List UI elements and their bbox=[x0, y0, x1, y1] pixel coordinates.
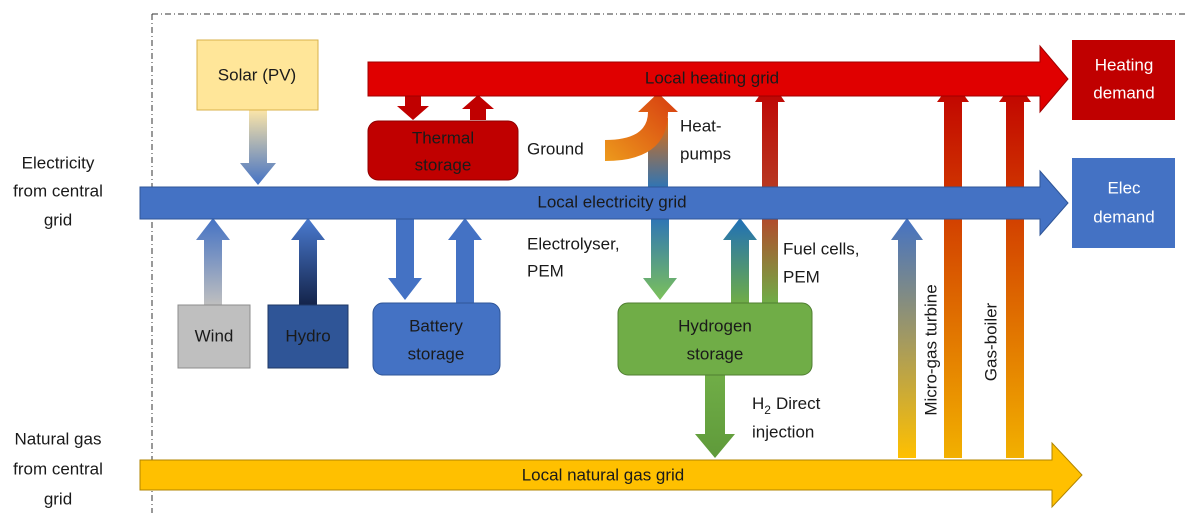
electricity-source-label: from central bbox=[13, 181, 103, 200]
electricity-grid-arrow bbox=[139, 169, 1069, 237]
natural-gas-grid-arrow bbox=[139, 441, 1083, 509]
solar-arrow bbox=[240, 110, 276, 185]
gas-boiler-arrow bbox=[999, 80, 1031, 458]
hydrogen-storage-label: storage bbox=[687, 344, 744, 363]
arrows bbox=[139, 44, 1083, 509]
thermal-storage-box bbox=[367, 120, 519, 181]
solar-label: Solar (PV) bbox=[218, 65, 296, 84]
gas-boiler-label: Gas-boiler bbox=[981, 302, 1000, 381]
heat-pump-arrow bbox=[605, 93, 678, 161]
electrolyser-label: Electrolyser, bbox=[527, 234, 620, 253]
battery-charge-arrow bbox=[388, 218, 422, 300]
wind-label: Wind bbox=[195, 326, 234, 345]
heating-grid-label: Local heating grid bbox=[645, 68, 779, 87]
heating-demand-label: Heating bbox=[1095, 55, 1154, 74]
electricity-grid-label: Local electricity grid bbox=[537, 192, 686, 211]
micro-gas-turbine-label: Micro-gas turbine bbox=[921, 284, 940, 415]
thermal-discharge-arrow bbox=[462, 95, 494, 120]
electrolyser-arrow bbox=[643, 218, 677, 300]
heat-pumps-label: Heat- bbox=[680, 116, 722, 135]
elec-demand-label: demand bbox=[1093, 207, 1154, 226]
thermal-storage-label: storage bbox=[415, 155, 472, 174]
natural-gas-source-label: grid bbox=[44, 489, 72, 508]
elec-demand-label: Elec bbox=[1107, 178, 1141, 197]
heating-demand-box bbox=[1072, 40, 1175, 120]
battery-discharge-arrow bbox=[448, 218, 482, 303]
h2-injection-arrow bbox=[695, 375, 735, 458]
electrolyser-label: PEM bbox=[527, 261, 564, 280]
natural-gas-source-label: from central bbox=[13, 459, 103, 478]
ground-label: Ground bbox=[527, 139, 584, 158]
wind-arrow bbox=[196, 218, 230, 305]
hydrogen-storage-box bbox=[617, 302, 813, 376]
elec-demand-box bbox=[1072, 158, 1175, 248]
h2-element: H bbox=[752, 394, 764, 413]
thermal-charge-arrow bbox=[397, 95, 429, 120]
battery-storage-label: Battery bbox=[409, 316, 463, 335]
fuel-cells-label: Fuel cells, bbox=[783, 239, 860, 258]
gas-boiler-heat-arrow bbox=[937, 80, 969, 458]
natural-gas-source-label: Natural gas bbox=[15, 429, 102, 448]
h2-direct: Direct bbox=[776, 394, 821, 413]
heating-demand-label: demand bbox=[1093, 83, 1154, 102]
micro-gas-turbine-arrow bbox=[891, 218, 923, 458]
hydro-label: Hydro bbox=[285, 326, 330, 345]
battery-storage-box bbox=[372, 302, 501, 376]
hydrogen-storage-label: Hydrogen bbox=[678, 316, 752, 335]
solar-box bbox=[196, 39, 319, 111]
hydro-arrow bbox=[291, 218, 325, 305]
thermal-storage-label: Thermal bbox=[412, 128, 474, 147]
battery-storage-label: storage bbox=[408, 344, 465, 363]
fuel-cell-elec-arrow bbox=[723, 218, 757, 303]
electricity-source-label: Electricity bbox=[22, 153, 95, 172]
fuel-cells-label: PEM bbox=[783, 267, 820, 286]
natural-gas-grid-label: Local natural gas grid bbox=[522, 465, 685, 484]
h2-injection-label: H2 Direct bbox=[752, 394, 821, 417]
heating-grid-arrow bbox=[367, 44, 1069, 114]
hydro-box bbox=[267, 304, 349, 369]
h2-subscript: 2 bbox=[764, 403, 771, 417]
electricity-source-label: grid bbox=[44, 210, 72, 229]
wind-box bbox=[177, 304, 251, 369]
h2-injection-label: injection bbox=[752, 422, 814, 441]
heat-pumps-label: pumps bbox=[680, 144, 731, 163]
